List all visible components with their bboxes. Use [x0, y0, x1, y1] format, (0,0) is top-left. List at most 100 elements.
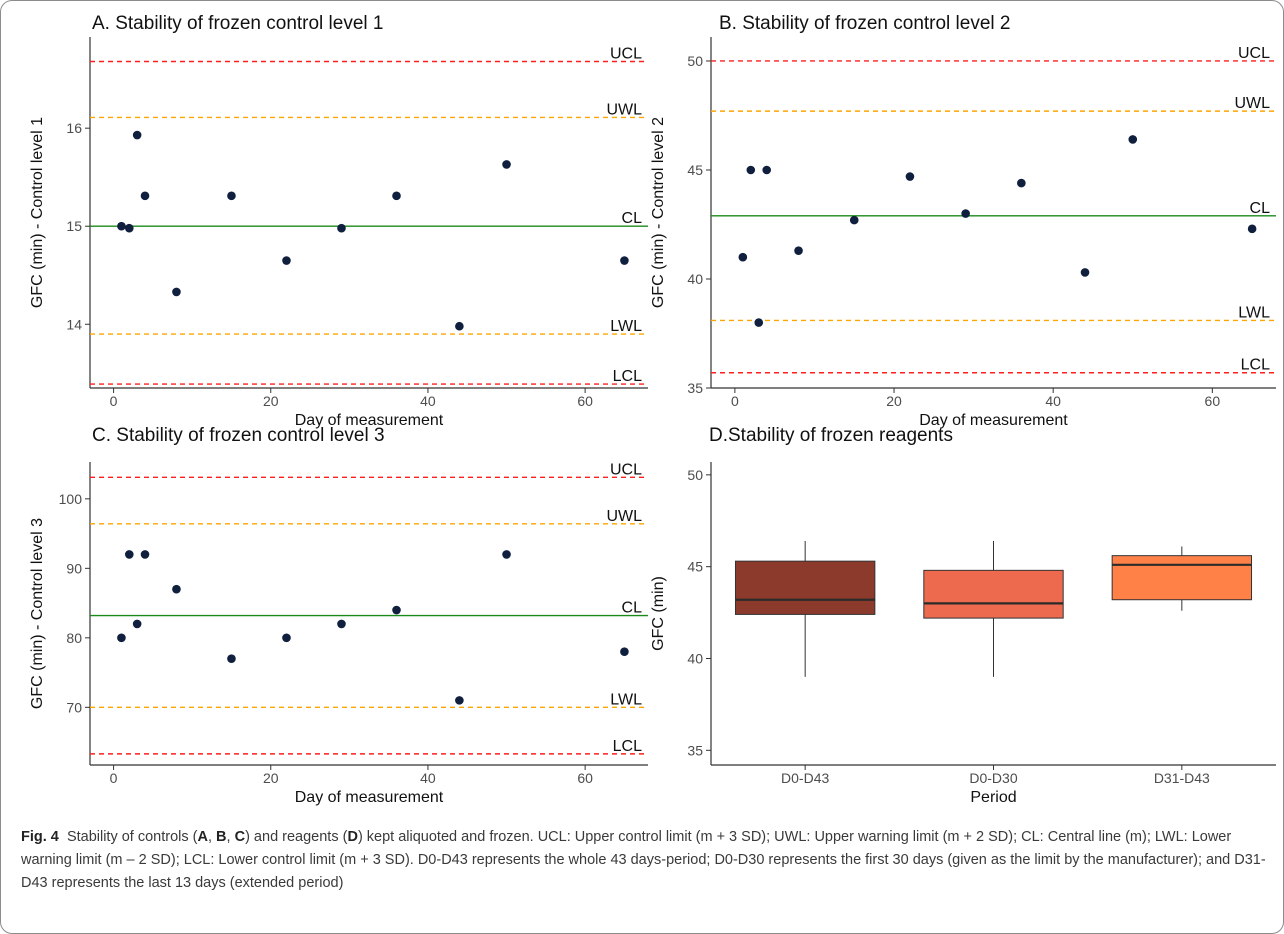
data-point [849, 215, 859, 225]
reference-label-uwl: UWL [606, 101, 642, 118]
data-point [337, 619, 346, 629]
x-axis-label: Day of measurement [295, 412, 444, 429]
x-tick-label: D0-D43 [781, 770, 829, 786]
data-point [117, 221, 126, 231]
figure-canvas: A. Stability of frozen control level 1 14… [29, 13, 1276, 806]
x-tick-label: 20 [263, 393, 279, 409]
panel-title: B. Stability of frozen control level 2 [719, 13, 1010, 34]
data-point [392, 191, 401, 201]
figure-caption: Fig. 4 Stability of controls (A, B, C) a… [21, 826, 1266, 895]
x-tick-label: 40 [420, 393, 436, 409]
y-tick-label: 16 [66, 120, 82, 136]
y-tick-label: 15 [66, 218, 82, 234]
data-point [1017, 178, 1026, 188]
data-point [1247, 224, 1257, 234]
caption-text-2: ) and reagents ( [245, 829, 348, 845]
y-tick-label: 50 [687, 53, 703, 69]
y-tick-label: 100 [59, 491, 83, 507]
data-point [227, 191, 236, 201]
data-point [117, 633, 126, 643]
data-point [1128, 135, 1138, 144]
reference-label-cl: CL [1250, 200, 1271, 217]
reference-label-cl: CL [622, 600, 643, 617]
x-tick-label: 20 [886, 393, 902, 409]
data-point [140, 191, 150, 201]
y-tick-label: 50 [687, 467, 703, 483]
x-tick-label: 60 [577, 770, 593, 786]
reference-label-lcl: LCL [1241, 357, 1270, 374]
x-axis-label: Period [970, 789, 1016, 806]
reference-label-lcl: LCL [613, 368, 642, 385]
x-tick-label: 60 [1205, 393, 1221, 409]
reference-label-ucl: UCL [1238, 45, 1270, 62]
panel-title: A. Stability of frozen control level 1 [92, 13, 383, 34]
data-point [282, 633, 291, 643]
panel-title: D.Stability of frozen reagents [709, 425, 953, 446]
figure-label: Fig. 4 [21, 829, 59, 845]
x-tick-label: 60 [577, 393, 593, 409]
caption-sep-1: , [207, 829, 217, 845]
y-axis-label: GFC (min) - Control level 1 [29, 117, 46, 308]
y-tick-label: 40 [687, 271, 703, 287]
x-tick-label: 40 [1045, 393, 1061, 409]
x-tick-label: D0-D30 [969, 770, 1017, 786]
y-tick-label: 80 [66, 630, 82, 646]
data-point [738, 252, 748, 262]
data-point [172, 287, 181, 297]
data-point [961, 209, 970, 218]
caption-panel-c: C [234, 829, 246, 845]
y-tick-label: 35 [687, 742, 703, 758]
x-tick-label: D31-D43 [1154, 770, 1210, 786]
x-axis-label: Day of measurement [919, 412, 1068, 429]
data-point [620, 647, 629, 657]
panel-b: B. Stability of frozen control level 2 35… [650, 13, 1276, 429]
reference-label-cl: CL [622, 210, 643, 227]
box-d31-d43 [1111, 555, 1253, 601]
data-point [620, 256, 629, 265]
data-point [282, 256, 291, 265]
caption-panel-a: A [197, 829, 208, 845]
data-point [1080, 268, 1090, 277]
caption-panel-b: B [216, 829, 227, 845]
reference-label-ucl: UCL [610, 46, 642, 63]
data-point [762, 165, 772, 175]
y-tick-label: 14 [66, 316, 82, 332]
panel-title: C. Stability of frozen control level 3 [92, 425, 385, 446]
y-tick-label: 70 [66, 699, 82, 715]
caption-panel-d: D [347, 829, 358, 845]
caption-text-3: ) kept aliquoted and frozen. UCL: Upper … [21, 829, 1266, 891]
data-point [337, 223, 346, 233]
y-tick-label: 90 [66, 560, 82, 576]
panel-c: C. Stability of frozen control level 3 70… [29, 425, 648, 806]
reference-label-lwl: LWL [610, 318, 642, 335]
box-d0-d30 [923, 569, 1064, 619]
x-tick-label: 20 [263, 770, 279, 786]
x-tick-label: 0 [110, 770, 118, 786]
panel-d: D.Stability of frozen reagents 35 40 45 50 GF… [650, 425, 1276, 806]
data-point [124, 550, 134, 559]
data-point [754, 318, 764, 327]
y-tick-label: 40 [687, 650, 703, 666]
panel-a: A. Stability of frozen control level 1 14… [29, 13, 648, 429]
data-point [227, 654, 236, 663]
x-axis-label: Day of measurement [295, 789, 444, 806]
y-axis-label: GFC (min) - Control level 3 [29, 518, 46, 709]
caption-sep-2: , [226, 829, 235, 845]
data-point [502, 550, 511, 559]
y-axis-label: GFC (min) [650, 576, 667, 651]
reference-label-lwl: LWL [610, 691, 642, 708]
data-point [455, 696, 464, 705]
y-tick-label: 45 [687, 559, 703, 575]
x-tick-label: 0 [731, 393, 739, 409]
data-point [132, 619, 142, 629]
reference-label-uwl: UWL [606, 508, 642, 525]
data-point [132, 130, 142, 140]
data-point [502, 160, 511, 169]
data-point [746, 165, 756, 175]
reference-label-uwl: UWL [1234, 95, 1270, 112]
y-tick-label: 45 [687, 162, 703, 178]
reference-label-lcl: LCL [613, 738, 642, 755]
caption-text-1: Stability of controls ( [66, 829, 198, 845]
data-point [455, 321, 464, 331]
